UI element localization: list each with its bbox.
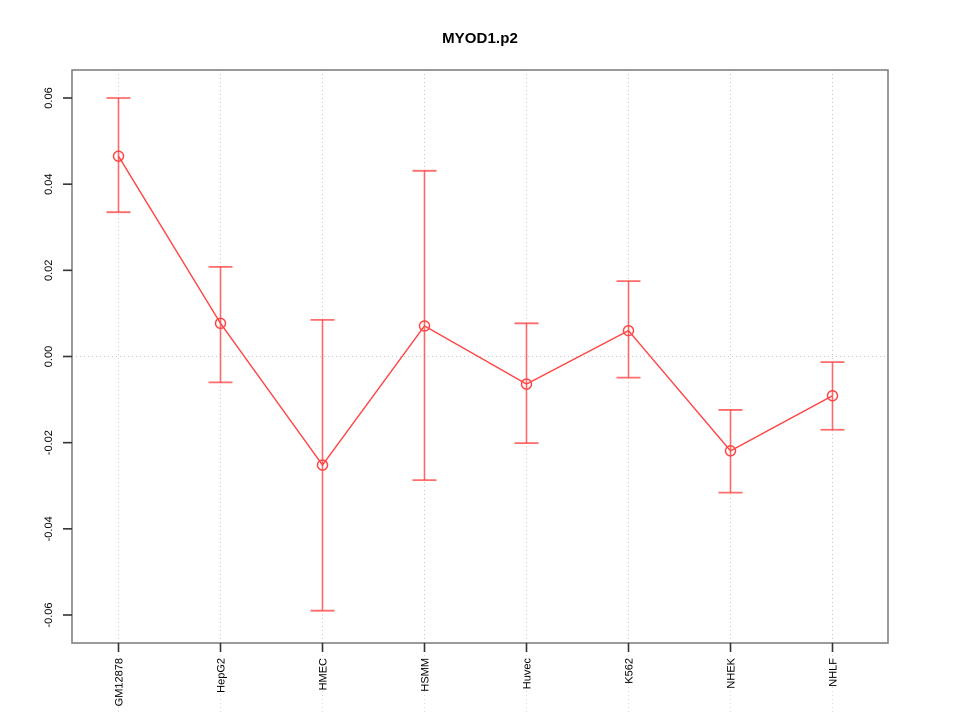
x-axis-category-labels: GM12878 HepG2 HMEC HSMM Huvec K562 NHEK NHLF	[114, 657, 840, 706]
y-tick-label: 0.02	[43, 260, 55, 281]
data-point-marker	[112, 150, 125, 162]
data-point-marker	[214, 317, 227, 330]
x-category-label: GM12878	[114, 658, 126, 706]
y-tick-label: 0.00	[43, 346, 55, 367]
error-bar	[106, 97, 131, 214]
grid-lines	[72, 70, 888, 712]
y-axis-tick-labels: 0.06 0.04 0.02 0.00 -0.02 -0.04 -0.06	[43, 87, 55, 627]
x-category-label: NHEK	[726, 657, 738, 688]
y-tick-label: -0.06	[43, 602, 55, 627]
x-category-label: NHLF	[828, 658, 840, 687]
error-bar	[616, 280, 641, 379]
chart-title: MYOD1.p2	[442, 30, 518, 47]
data-point-marker	[622, 324, 635, 337]
data-point-marker	[826, 390, 839, 402]
data-line	[117, 155, 833, 467]
series-line	[117, 155, 833, 467]
data-point-marker	[520, 378, 533, 390]
data-point-marker	[724, 445, 737, 457]
error-bar	[208, 265, 233, 384]
y-tick-label: 0.06	[43, 87, 55, 108]
x-category-label: K562	[624, 658, 636, 684]
x-category-label: HSMM	[420, 658, 432, 692]
x-category-label: HepG2	[216, 658, 228, 693]
data-point-marker	[316, 459, 329, 471]
x-category-label: HMEC	[318, 658, 330, 690]
x-category-label: Huvec	[522, 658, 534, 690]
y-axis-ticks	[63, 97, 72, 616]
error-bar	[514, 322, 539, 444]
y-tick-label: -0.02	[43, 430, 55, 455]
data-point-marker	[418, 320, 431, 332]
y-tick-label: -0.04	[43, 516, 55, 541]
data-markers	[112, 150, 839, 471]
y-tick-label: 0.04	[43, 173, 55, 194]
x-axis-ticks	[117, 643, 834, 652]
